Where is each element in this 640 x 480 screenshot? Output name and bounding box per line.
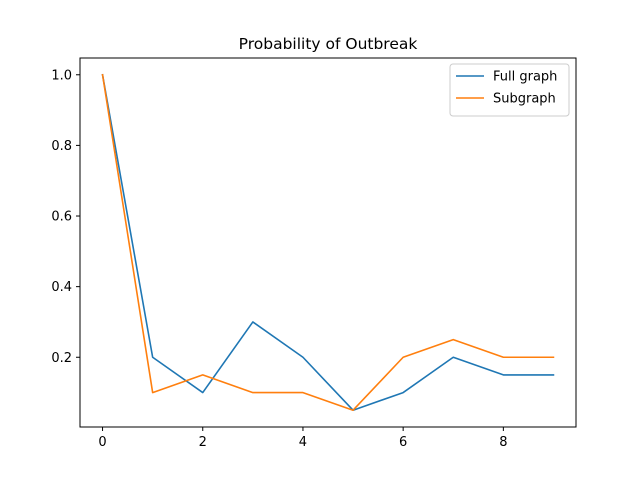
legend: Full graph Subgraph	[449, 63, 570, 117]
x-axis-ticks: 0 2 4 6 8	[98, 427, 507, 450]
plot-area-frame	[79, 57, 577, 428]
x-tick-label: 4	[299, 435, 307, 450]
chart-title: Probability of Outbreak	[239, 35, 418, 53]
legend-label-1: Full graph	[493, 70, 557, 85]
series-line-2	[101, 73, 555, 412]
x-tick-label: 2	[199, 435, 207, 450]
legend-label-2: Subgraph	[493, 92, 556, 107]
x-tick-label: 6	[399, 435, 407, 450]
legend-box	[449, 63, 570, 117]
x-tick-label: 0	[98, 435, 106, 450]
y-axis-ticks: 0.2 0.4 0.6 0.8 1.0	[51, 68, 80, 366]
y-tick-label: 0.2	[51, 351, 72, 366]
y-tick-label: 0.4	[51, 280, 72, 295]
y-tick-label: 1.0	[51, 68, 72, 83]
series-line-1	[101, 73, 555, 412]
y-tick-label: 0.6	[51, 210, 72, 225]
x-tick-label: 8	[499, 435, 507, 450]
series-lines	[101, 73, 555, 412]
y-tick-label: 0.8	[51, 139, 72, 154]
